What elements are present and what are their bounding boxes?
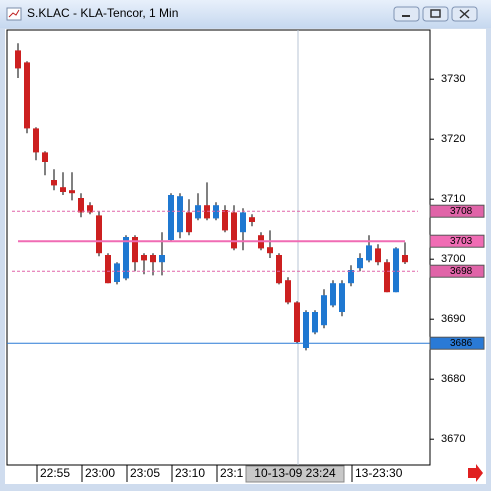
minimize-button[interactable] [393, 6, 420, 22]
candle-body [33, 128, 39, 153]
level-label-box [429, 264, 485, 278]
candle-body [312, 312, 318, 333]
x-tick-label: 23:00 [85, 466, 115, 480]
candle-body [276, 255, 282, 284]
candle-body [132, 237, 138, 263]
crosshair-label-box [245, 465, 345, 483]
candle-body [393, 248, 399, 293]
level-label-box [429, 204, 485, 218]
x-tick-label: 23:10 [175, 466, 205, 480]
candle-body [213, 205, 219, 219]
y-tick-label: 3670 [441, 433, 465, 445]
candle-body [114, 263, 120, 282]
candle-body [357, 258, 363, 269]
level-label: 3686 [450, 338, 473, 349]
level-label-box [429, 234, 485, 248]
x-tick-label: 23:05 [130, 466, 160, 480]
candle-body [249, 217, 255, 222]
level-label-box [429, 336, 485, 350]
candle-body [267, 247, 273, 254]
candle-body [96, 215, 102, 254]
candle-body [159, 255, 165, 263]
candle-body [177, 196, 183, 233]
candle-body [105, 255, 111, 284]
candle-body [204, 205, 210, 219]
candle-body [123, 237, 129, 279]
candle-body [366, 245, 372, 261]
window-title: S.KLAC - KLA-Tencor, 1 Min [27, 6, 178, 20]
close-icon [459, 9, 470, 19]
candle-body [24, 62, 30, 129]
candle-body [330, 283, 336, 306]
level-label: 3703 [450, 236, 473, 247]
crosshair-label: 10-13-09 23:24 [254, 466, 336, 480]
candle-body [150, 255, 156, 263]
candle-body [195, 205, 201, 219]
x-tick-label: 13-23:30 [355, 466, 403, 480]
x-tick-label: 23:1 [220, 466, 244, 480]
candle-body [168, 195, 174, 240]
candle-body [231, 212, 237, 249]
candle-body [15, 50, 21, 69]
y-tick-label: 3700 [441, 253, 465, 265]
maximize-icon [430, 9, 441, 18]
candle-body [51, 180, 57, 186]
candle-body [222, 210, 228, 231]
candle-body [321, 295, 327, 326]
candle-body [339, 283, 345, 312]
candle-body [375, 248, 381, 263]
candle-body [402, 255, 408, 263]
candle-body [42, 152, 48, 162]
candle-body [303, 312, 309, 348]
y-tick-label: 3680 [441, 373, 465, 385]
level-label: 3698 [450, 266, 473, 277]
level-label: 3708 [450, 206, 473, 217]
candle-body [141, 255, 147, 261]
candle-body [240, 212, 246, 233]
candle-body [384, 262, 390, 293]
scroll-arrow[interactable] [468, 464, 483, 482]
candle-body [186, 212, 192, 233]
window-icon-line [8, 9, 20, 18]
candle-body [285, 280, 291, 303]
y-tick-label: 3710 [441, 193, 465, 205]
candle-body [87, 205, 93, 213]
candle-body [60, 187, 66, 192]
y-tick-label: 3690 [441, 313, 465, 325]
candle-body [348, 270, 354, 284]
y-tick-label: 3720 [441, 133, 465, 145]
x-tick-label: 22:55 [40, 466, 70, 480]
maximize-button[interactable] [422, 6, 449, 22]
candle-body [69, 190, 75, 194]
y-tick-label: 3730 [441, 73, 465, 85]
candle-body [78, 198, 84, 213]
candle-body [294, 302, 300, 342]
